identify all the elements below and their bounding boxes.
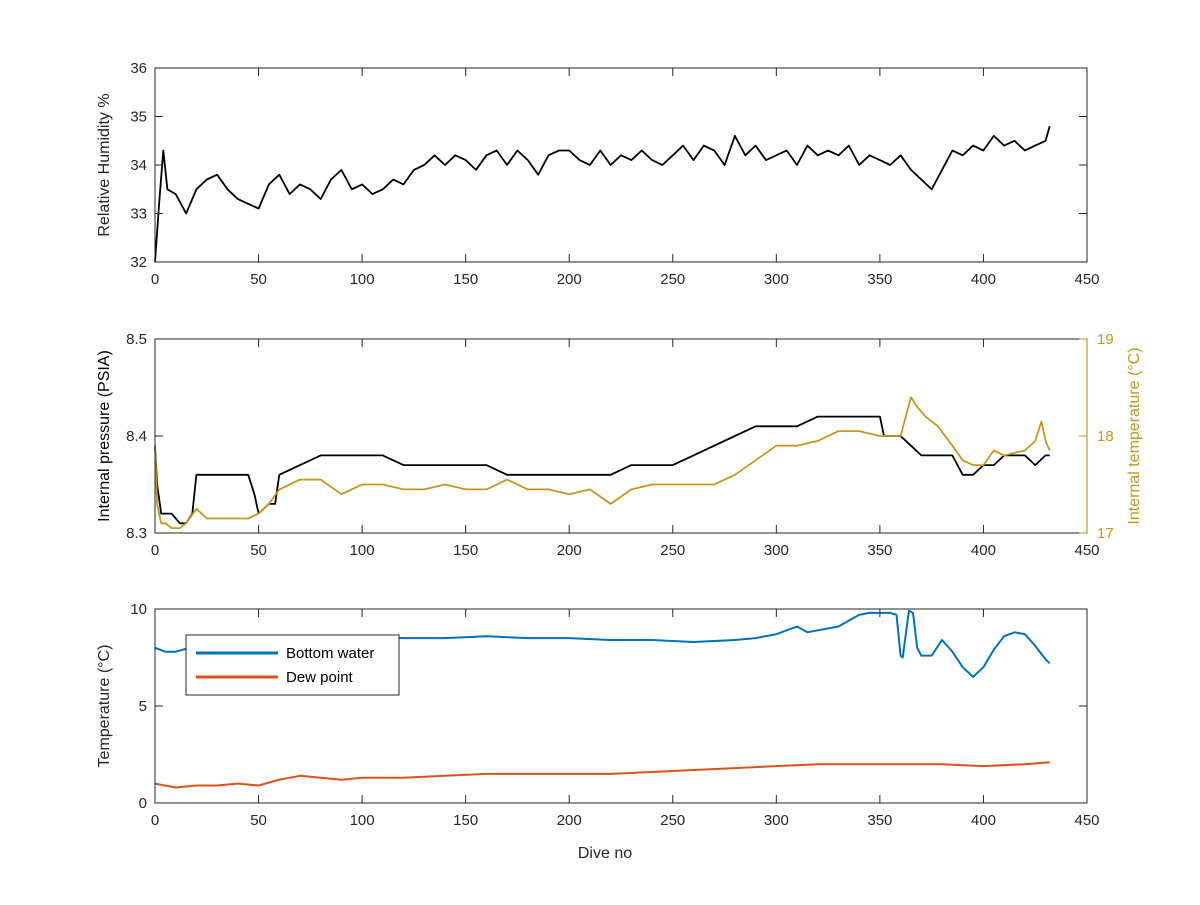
x-tick-label: 200 (557, 271, 582, 288)
y-tick-label: 36 (130, 60, 147, 77)
x-tick-label: 100 (350, 812, 375, 829)
series-line-2-2 (154, 396, 1051, 529)
y-tick-label: 5 (139, 698, 147, 715)
y-tick-label: 8.4 (126, 428, 147, 445)
x-tick-label: 450 (1074, 542, 1099, 559)
series-line-1-1 (154, 125, 1051, 263)
y-tick-label: 10 (130, 601, 147, 618)
y-axis-label: Relative Humidity % (96, 93, 113, 236)
x-tick-label: 50 (250, 271, 267, 288)
panels: 0 50 100 150 200 250 300 350 400 4503233343536Rel… (96, 60, 1143, 829)
y-tick-label: 8.5 (126, 331, 147, 348)
x-tick-label: 100 (350, 271, 375, 288)
x-tick-label: 50 (250, 812, 267, 829)
x-tick-label: 350 (867, 542, 892, 559)
series-line-3-2 (154, 761, 1050, 789)
y-right-tick-label: 17 (1097, 525, 1114, 542)
y-right-tick-label: 19 (1097, 331, 1114, 348)
y-tick-label: 35 (130, 109, 147, 126)
y-tick-label: 0 (139, 795, 147, 812)
x-tick-label: 350 (867, 812, 892, 829)
panel-1: 0 50 100 150 200 250 300 350 400 450 32 33 34 35 36 Rel… (96, 60, 1100, 288)
y-axis-label: Internal pressure (PSIA) (96, 350, 113, 522)
x-tick-label: 250 (660, 542, 685, 559)
x-tick-label: 450 (1074, 271, 1099, 288)
y-axis-label: Temperature (°C) (96, 645, 113, 768)
x-tick-label: 0 (151, 542, 159, 559)
y-tick-label: 33 (130, 206, 147, 223)
x-tick-label: 0 (151, 812, 159, 829)
legend-label: Bottom water (286, 645, 374, 662)
x-tick-label: 100 (350, 542, 375, 559)
x-tick-label: 250 (660, 812, 685, 829)
y-tick-label: 8.3 (126, 525, 147, 542)
panel-2: 0 50 100 150 200 250 300 350 400 450 8.3 8.4 8.5 17 18… (96, 331, 1143, 559)
x-tick-label: 300 (764, 812, 789, 829)
legend-box (185, 634, 400, 696)
x-tick-label: 200 (557, 542, 582, 559)
x-tick-label: 50 (250, 542, 267, 559)
y-tick-label: 34 (130, 157, 147, 174)
x-tick-label: 350 (867, 271, 892, 288)
x-tick-label: 400 (971, 271, 996, 288)
x-tick-label: 300 (764, 542, 789, 559)
x-axis-label: Dive no (578, 845, 632, 862)
y-tick-label: 32 (130, 254, 147, 271)
x-tick-label: 400 (971, 542, 996, 559)
y-right-axis-label: Internal temperature (°C) (1126, 347, 1143, 524)
y-right-tick-label: 18 (1097, 428, 1114, 445)
x-tick-label: 300 (764, 271, 789, 288)
x-tick-label: 150 (453, 812, 478, 829)
x-tick-label: 450 (1074, 812, 1099, 829)
x-tick-label: 400 (971, 812, 996, 829)
legend-label: Dew point (286, 669, 354, 686)
x-tick-label: 200 (557, 812, 582, 829)
panel-3: 0 50 100 150 200 250 300 350 400 450 0 5 10 Temperatu… (96, 601, 1100, 829)
series-line-2-1 (154, 415, 1050, 525)
x-tick-label: 150 (453, 271, 478, 288)
x-tick-label: 250 (660, 271, 685, 288)
x-tick-label: 0 (151, 271, 159, 288)
legend: Bottom water Dew point (185, 634, 400, 696)
x-tick-label: 150 (453, 542, 478, 559)
